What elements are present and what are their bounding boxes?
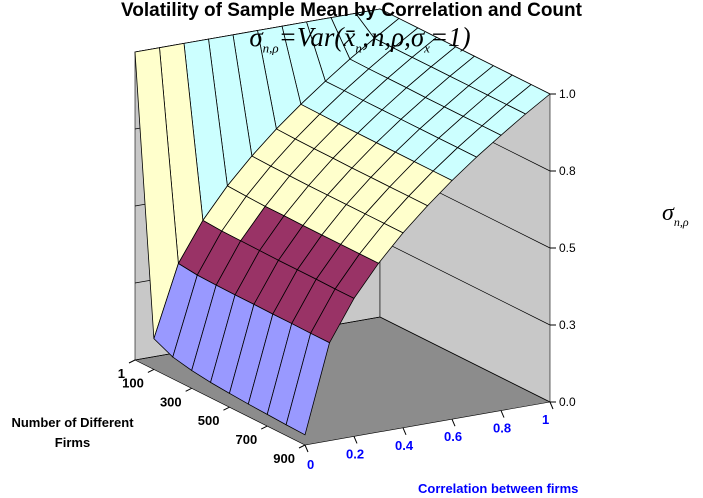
x-axis-label: Correlation between firms [418,481,579,496]
y-tick-label: 700 [236,432,258,447]
x-tick [304,444,309,453]
y-tick [128,359,136,364]
x-tick [451,419,456,427]
y-tick-label: 100 [122,375,144,390]
z-tick-label: 0.3 [559,318,576,332]
chart-formula: σn,ρ=Var(x̄n;n,ρ,σx=1) [160,20,560,65]
x-tick-label: 1 [542,412,549,427]
z-tick-label: 0.8 [559,164,576,178]
x-tick [353,436,358,444]
x-tick [500,410,505,418]
y-tick-label: 1 [118,366,125,381]
formula-rhs-sub: n [355,40,362,56]
y-axis-label: Number of Different Firms [11,415,134,450]
x-tick-label: 0.2 [346,446,364,461]
formula-lhs: σ [249,22,263,52]
z-tick-label: 1.0 [559,87,576,101]
x-tick-label: 0.6 [444,429,462,444]
formula-rhs: =Var(x̄ [278,22,356,52]
x-tick-label: 0 [307,457,314,472]
z-tick-label: 0.5 [559,241,576,255]
y-tick [223,406,230,411]
y-tick-label: 900 [273,451,295,466]
chart-title: Volatility of Sample Mean by Correlation… [121,0,582,21]
y-tick [185,387,192,392]
formula-lhs-sub: n,ρ [262,40,279,56]
x-tick [402,427,407,435]
y-tick-label: 300 [160,394,182,409]
formula-rest: ;n,ρ,σ [361,22,425,52]
x-tick [549,401,554,410]
y-tick [260,425,268,430]
z-axis-label: σn,ρ [662,200,689,230]
z-axis-label-symbol: σ [662,200,674,226]
formula-tail: =1) [429,22,471,52]
x-tick-label: 0.8 [493,421,511,436]
y-tick [298,444,306,449]
x-tick-label: 0.4 [395,438,414,453]
formula-rest-sub: x [424,40,430,56]
surface-patch [285,332,330,436]
z-tick-label: 0.0 [559,395,576,409]
y-tick [147,368,155,373]
y-tick-label: 500 [198,413,220,428]
z-axis-label-sub: n,ρ [673,214,689,229]
